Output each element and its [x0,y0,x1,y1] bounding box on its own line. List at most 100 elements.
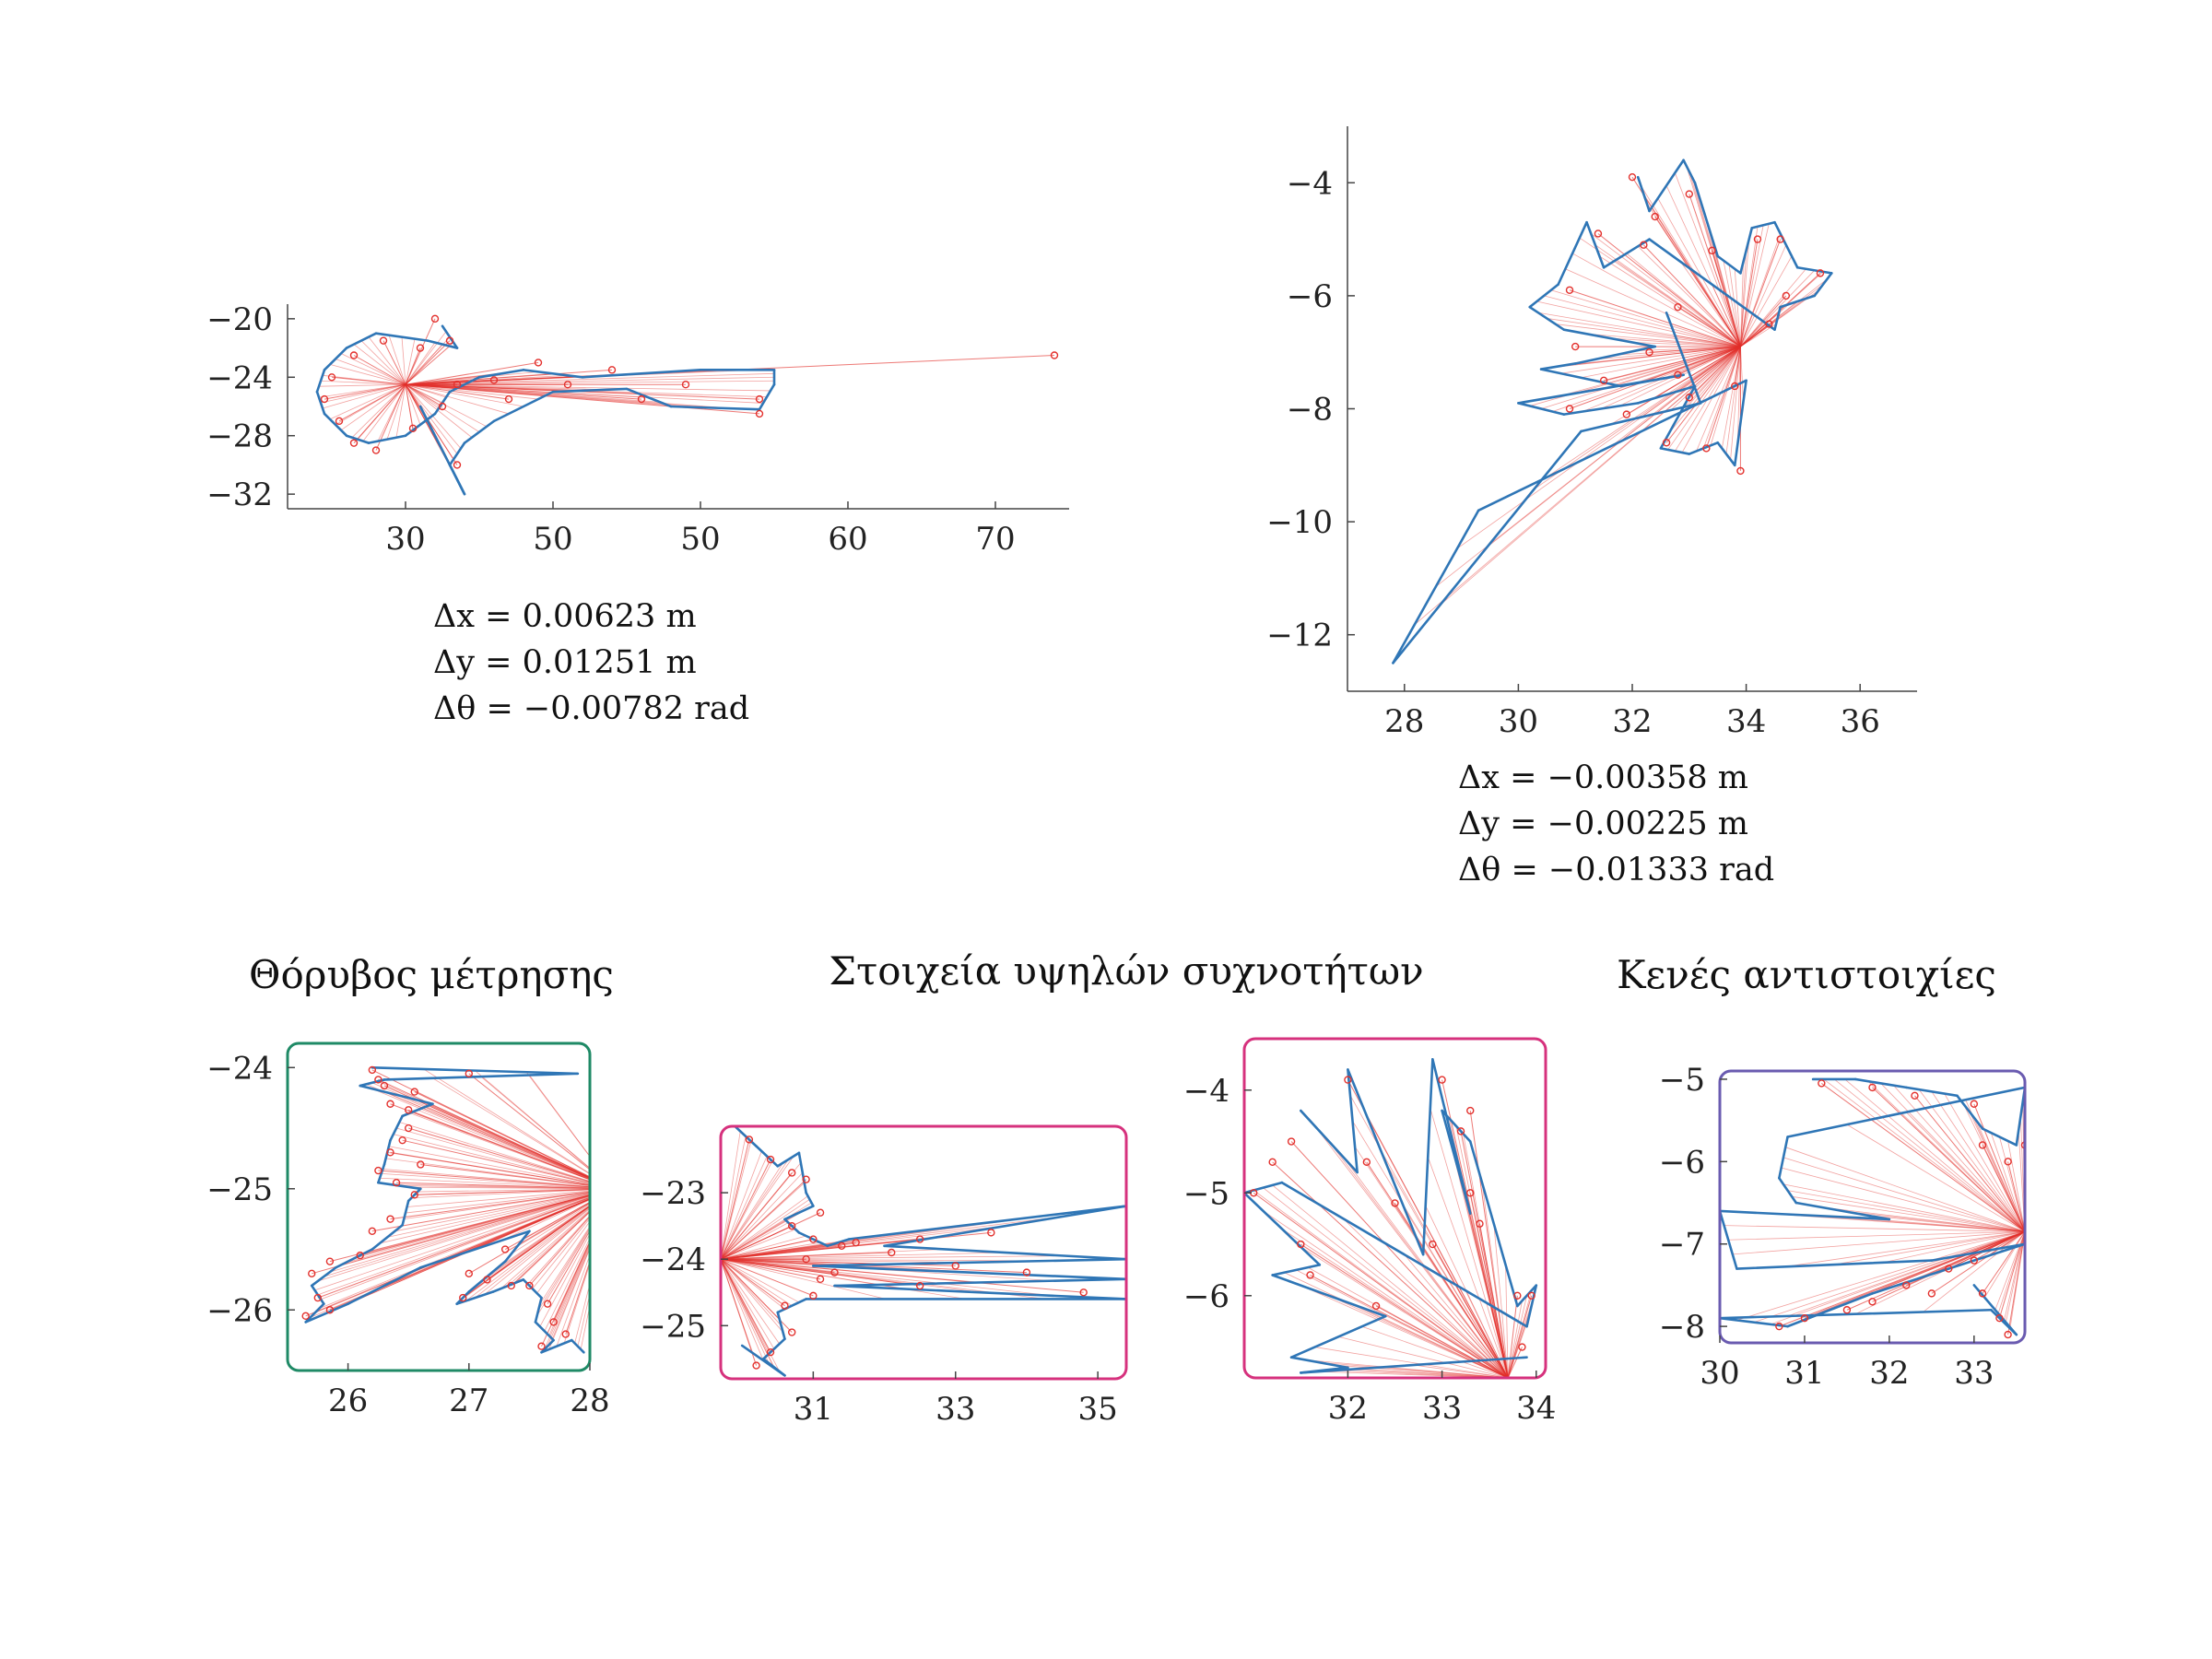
correspondence-fill-line [1263,1187,1509,1378]
reference-point-13 [1022,1268,1031,1277]
x-tick-label-top-right-2: 32 [1612,703,1652,740]
correspondence-fill-line [371,1082,590,1179]
correspondence-fill-line [388,1146,590,1185]
scan-segment-11 [1720,1209,1891,1221]
reference-point-3 [1708,246,1716,255]
correspondence-fill-line [721,1258,971,1264]
scan-segment-13 [1648,238,1776,331]
reference-point-17 [325,1306,335,1314]
correspondence-fill-line [405,331,447,385]
correspondence-fill-line [1675,335,1741,347]
reference-point-22 [1731,382,1739,391]
x-tick-label-zoom-hf-2-2: 34 [1516,1390,1556,1427]
scan-segment-15 [1271,1274,1387,1318]
scan-segment-3 [1904,1086,1959,1098]
correspondence-line-27 [565,1260,590,1335]
correspondence-fill-line [405,369,738,385]
correspondence-fill-line [2007,1140,2025,1232]
scan-segment-20 [1573,345,1657,365]
correspondence-fill-line [1600,346,1741,390]
correspondence-fill-line [1740,271,1824,347]
correspondence-fill-line [405,374,491,385]
scan-segment-3 [1682,159,1697,184]
scan-segment-21 [625,387,673,408]
correspondence-line-3 [382,340,406,385]
reference-point-28 [386,1100,394,1108]
scan-segment-15 [310,1265,337,1288]
correspondence-fill-line [721,1215,1066,1260]
correspondence-fill-line [1631,342,1741,347]
correspondence-fill-line [721,1255,1066,1260]
correspondence-line-17 [1626,346,1741,416]
correspondence-fill-line [1352,1121,1509,1378]
scan-segment-14 [477,369,525,379]
correspondence-fill-line [721,1259,764,1361]
correspondence-fill-line [1680,346,1741,391]
reference-point-1 [374,1076,382,1084]
correspondence-fill-line [405,342,436,385]
scan-segment-13 [1735,1259,1934,1270]
correspondence-fill-line [721,1258,793,1307]
reference-point-18 [465,1269,473,1278]
correspondence-fill-line [501,1199,590,1241]
correspondence-fill-line [1730,347,1741,460]
scan-segment-5 [1981,1127,2018,1147]
correspondence-line-5 [402,1139,590,1184]
scan-segment-9 [826,1238,851,1248]
reference-point-14 [816,1275,825,1284]
title-gaps: Κενές αντιστοιχίες [1617,952,1996,997]
scan-segment-3 [359,1078,386,1088]
correspondence-fill-line [405,380,473,385]
correspondence-fill-line [1579,237,1741,347]
reference-point-14 [1599,376,1608,385]
correspondence-fill-line [1493,1223,1509,1378]
correspondence-fill-line [405,383,539,400]
correspondence-fill-line [1965,1100,2025,1232]
correspondence-fill-line [1674,172,1741,347]
scan-segment-10 [847,1205,1126,1241]
correspondence-line-22 [511,1210,590,1287]
correspondence-fill-line [379,1194,590,1244]
correspondence-fill-line [1667,346,1741,451]
correspondence-line-1 [1654,216,1741,347]
correspondence-fill-line [1771,1230,2025,1325]
scan-segment-35 [1392,429,1583,665]
correspondence-fill-line [401,336,406,385]
correspondence-fill-line [721,1259,770,1355]
scan-segment-1 [1636,175,1651,213]
correspondence-fill-line [1328,1295,1509,1378]
reference-point-9 [371,446,381,454]
correspondence-line-5 [721,1225,793,1260]
x-tick-label-zoom-noise-1: 27 [449,1382,488,1419]
correspondence-fill-line [1544,295,1741,347]
correspondence-fill-line [1657,197,1741,347]
correspondence-fill-line [721,1162,783,1260]
correspondence-fill-line [477,1205,590,1285]
scan-segment-10 [1813,272,1833,298]
correspondence-fill-line [480,1076,590,1170]
correspondence-fill-line [335,359,406,385]
correspondence-fill-line [1281,1228,1509,1378]
correspondence-fill-line [547,1244,590,1347]
correspondence-fill-line [1691,177,1741,347]
reference-point-1 [445,336,454,345]
correspondence-fill-line [1931,1091,2025,1232]
correspondence-fill-line [314,1196,590,1291]
correspondence-fill-line [1740,244,1787,347]
correspondence-fill-line [721,1195,808,1260]
correspondence-fill-line [1734,268,1741,347]
correspondence-fill-line [1905,1112,2025,1232]
correspondence-fill-line [1615,346,1741,356]
reference-point-11 [888,1248,896,1257]
scan-segment-27 [418,405,466,496]
correspondence-fill-line [721,1259,781,1372]
correspondence-fill-line [1414,346,1741,626]
correspondence-fill-line [1609,337,1741,347]
correspondence-line-16 [721,1258,1084,1293]
correspondence-fill-line [345,1194,590,1264]
correspondence-fill-line [1880,1083,2025,1232]
correspondence-fill-line [721,1259,775,1368]
correspondence-fill-line [721,1216,793,1260]
scan-segment-7 [783,1218,801,1234]
